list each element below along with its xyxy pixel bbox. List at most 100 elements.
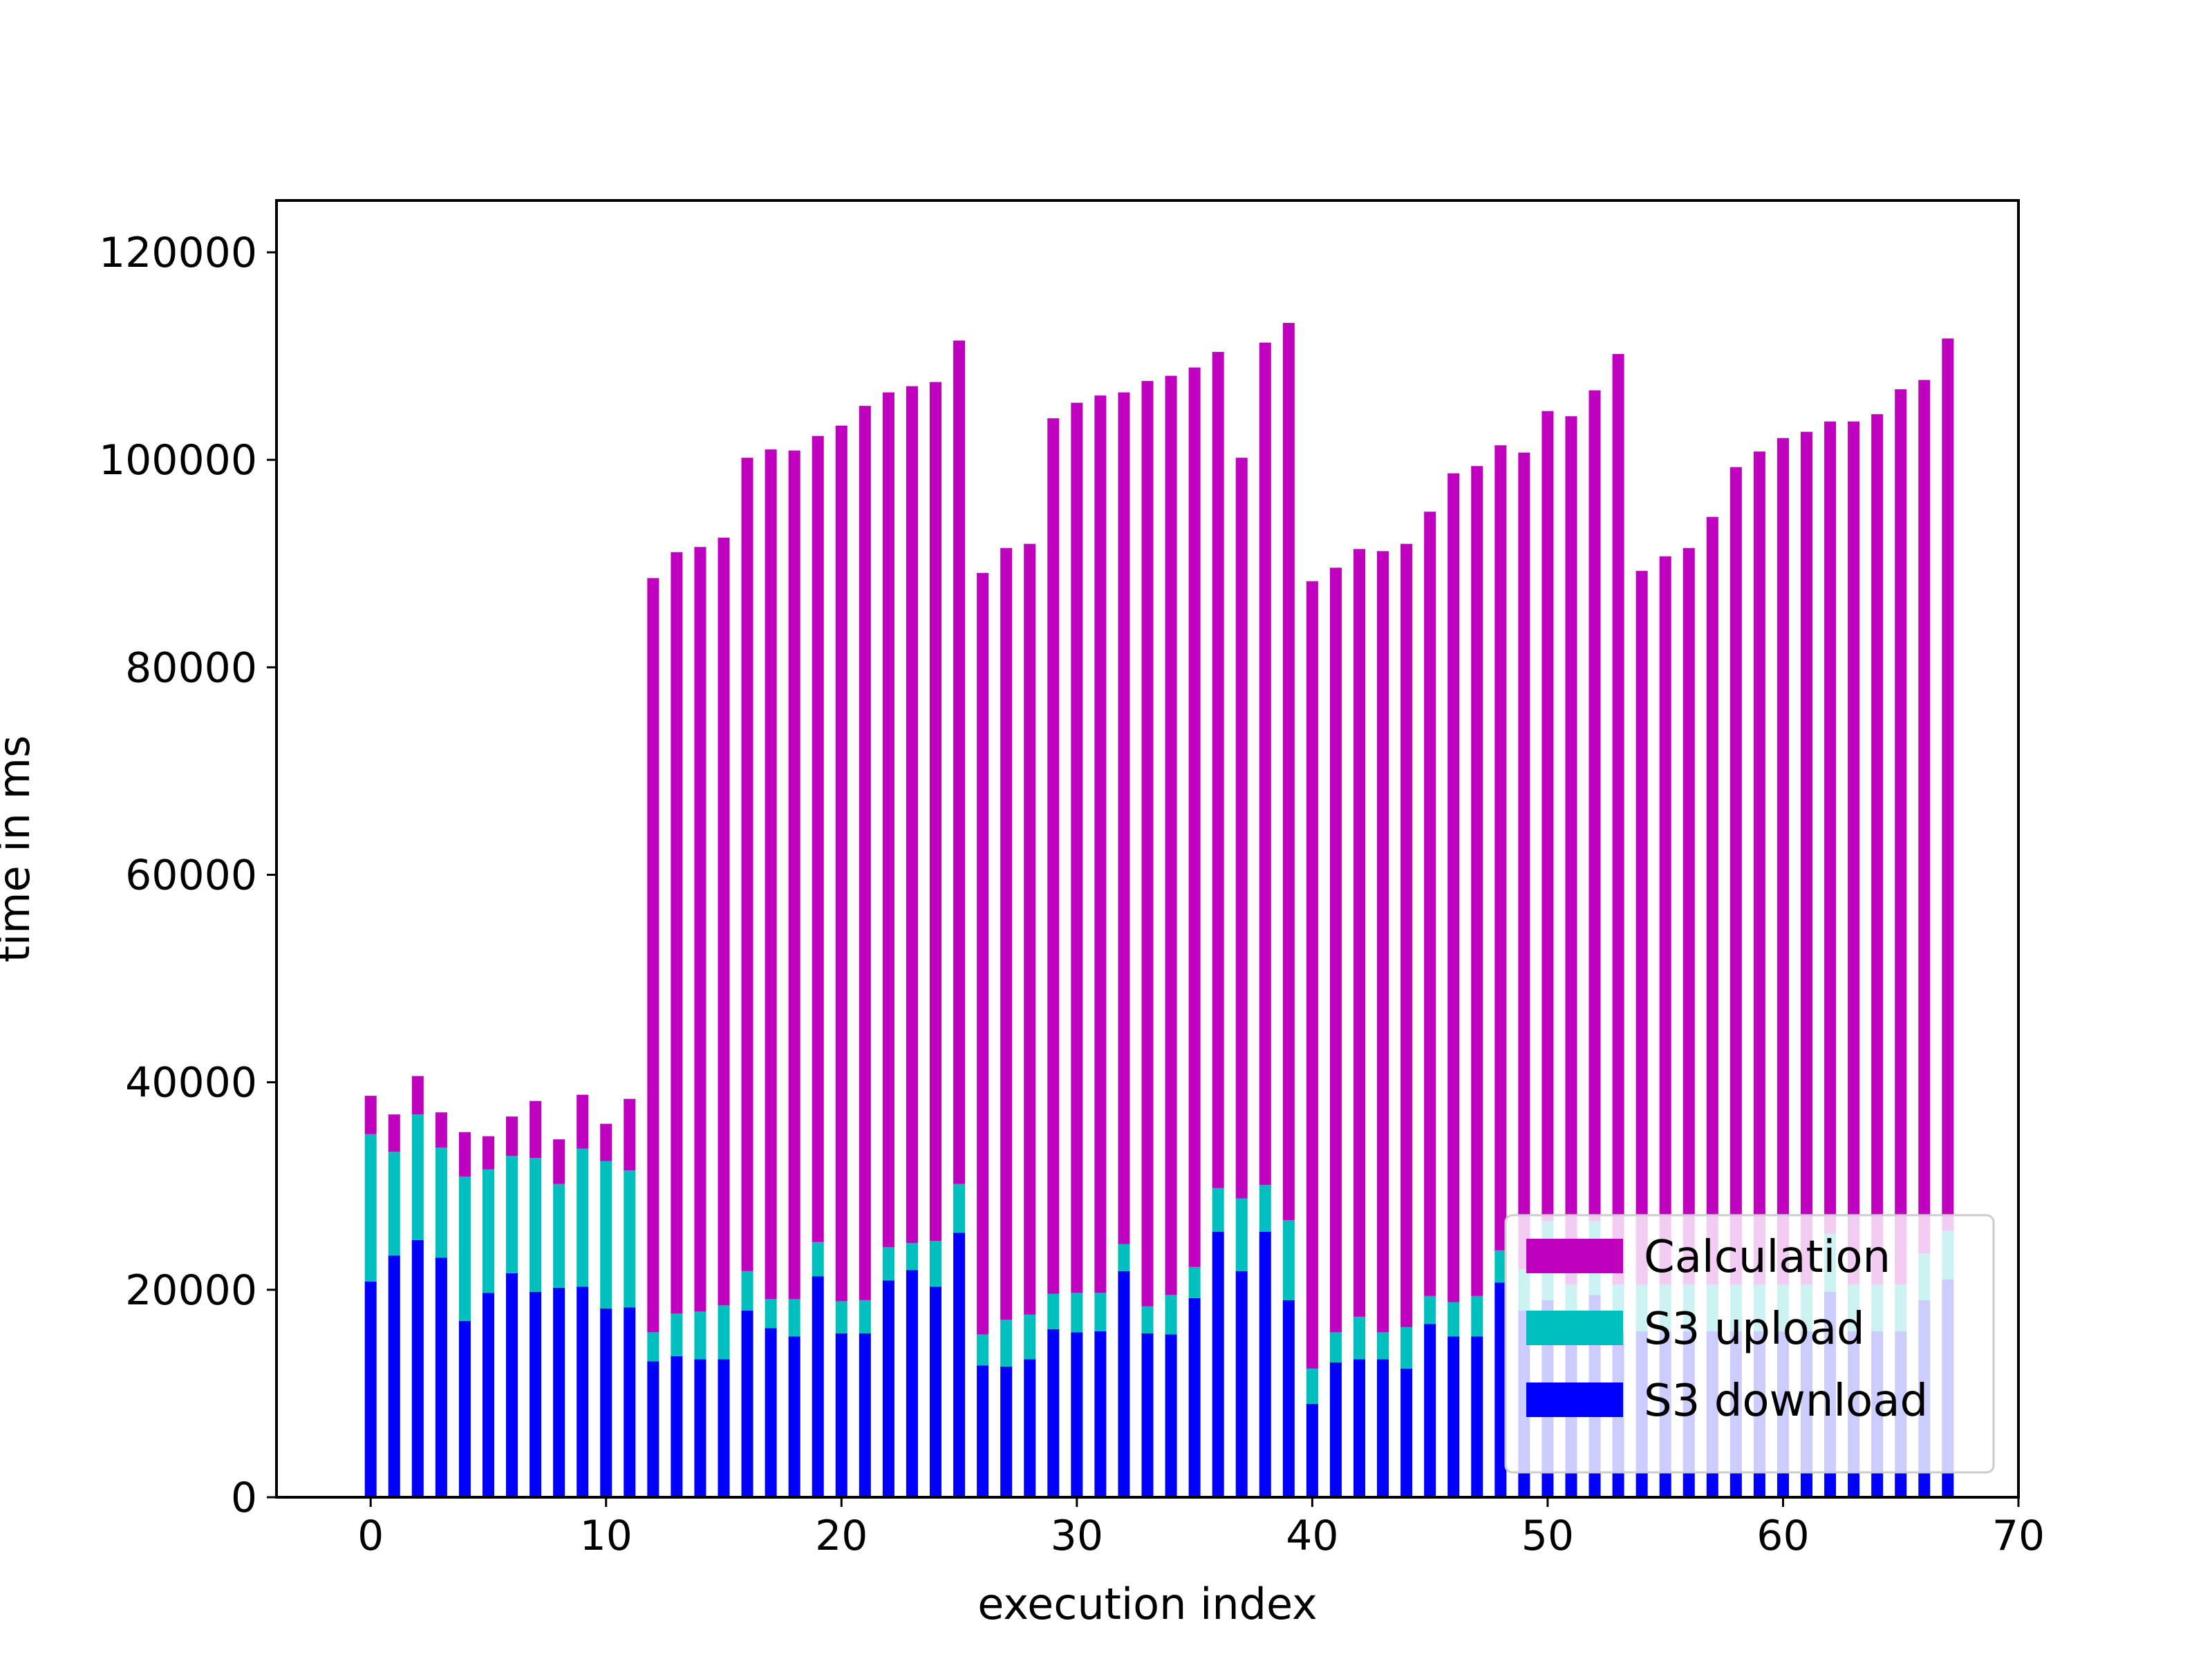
bar-s3-upload-38 — [1259, 1185, 1271, 1232]
bar-s3-upload-30 — [1071, 1293, 1083, 1333]
bar-calculation-44 — [1400, 543, 1413, 1327]
bar-s3-download-4 — [458, 1320, 471, 1497]
bar-calculation-47 — [1471, 466, 1483, 1296]
plot-frame — [275, 199, 2020, 1499]
bar-s3-upload-4 — [458, 1177, 471, 1321]
bar-s3-download-13 — [671, 1356, 683, 1497]
bar-calculation-28 — [1024, 543, 1036, 1315]
bar-calculation-67 — [1942, 338, 1954, 1231]
bar-s3-upload-12 — [647, 1332, 659, 1362]
bar-s3-download-33 — [1141, 1333, 1154, 1497]
bar-s3-download-23 — [906, 1270, 918, 1497]
bar-s3-upload-22 — [882, 1247, 894, 1281]
bar-s3-download-35 — [1188, 1297, 1201, 1497]
bar-s3-download-47 — [1471, 1336, 1483, 1497]
bar-s3-upload-19 — [812, 1241, 824, 1277]
bar-s3-download-27 — [1000, 1366, 1013, 1497]
bar-s3-upload-3 — [435, 1147, 447, 1258]
bar-s3-upload-39 — [1282, 1220, 1295, 1300]
bar-calculation-10 — [600, 1123, 612, 1161]
bar-calculation-4 — [458, 1132, 471, 1177]
bar-calculation-21 — [859, 406, 871, 1300]
bar-calculation-23 — [906, 386, 918, 1244]
bar-s3-download-43 — [1377, 1359, 1389, 1497]
bar-calculation-50 — [1541, 411, 1554, 1221]
bar-s3-upload-37 — [1235, 1198, 1248, 1271]
bar-s3-download-20 — [835, 1333, 847, 1497]
bar-calculation-38 — [1259, 342, 1271, 1185]
bar-calculation-12 — [647, 578, 659, 1333]
bar-s3-upload-36 — [1212, 1188, 1224, 1232]
bar-calculation-46 — [1447, 473, 1460, 1302]
bar-s3-upload-24 — [930, 1241, 942, 1287]
bar-s3-download-31 — [1094, 1331, 1107, 1497]
bar-calculation-51 — [1565, 416, 1577, 1285]
bar-calculation-43 — [1377, 551, 1389, 1333]
bar-calculation-18 — [788, 450, 800, 1300]
bar-s3-download-44 — [1400, 1368, 1413, 1497]
legend-label-s3-upload: S3 upload — [1644, 1304, 1865, 1355]
bar-calculation-13 — [671, 552, 683, 1314]
bar-calculation-54 — [1635, 570, 1648, 1285]
bar-s3-download-7 — [529, 1291, 542, 1497]
bar-s3-upload-33 — [1141, 1306, 1154, 1333]
bar-calculation-65 — [1895, 389, 1907, 1285]
bar-s3-download-6 — [506, 1273, 518, 1497]
bar-s3-download-2 — [411, 1239, 424, 1497]
bar-s3-upload-13 — [671, 1313, 683, 1356]
bar-s3-download-19 — [812, 1276, 824, 1497]
bar-s3-upload-7 — [529, 1158, 542, 1292]
legend-box — [1504, 1214, 1995, 1474]
bar-calculation-31 — [1094, 395, 1107, 1293]
y-tick-label-40000: 40000 — [125, 1059, 257, 1107]
bar-s3-download-8 — [553, 1287, 565, 1497]
bar-calculation-35 — [1188, 367, 1201, 1267]
bar-calculation-60 — [1777, 438, 1789, 1285]
bar-s3-download-21 — [859, 1333, 871, 1497]
bar-calculation-40 — [1306, 581, 1318, 1369]
bar-s3-upload-21 — [859, 1300, 871, 1333]
bar-calculation-29 — [1047, 418, 1060, 1294]
bar-calculation-2 — [411, 1076, 424, 1115]
bar-calculation-66 — [1918, 379, 1931, 1254]
bar-s3-download-17 — [765, 1328, 777, 1497]
bar-s3-upload-32 — [1118, 1244, 1130, 1271]
bar-calculation-48 — [1494, 445, 1507, 1250]
bar-s3-upload-26 — [977, 1334, 989, 1366]
bar-s3-upload-14 — [694, 1311, 706, 1360]
bar-s3-download-18 — [788, 1336, 800, 1497]
bar-s3-upload-11 — [624, 1170, 636, 1308]
bar-calculation-15 — [718, 537, 730, 1306]
bar-s3-upload-8 — [553, 1183, 565, 1288]
bar-calculation-37 — [1235, 458, 1248, 1199]
y-tick-label-60000: 60000 — [125, 852, 257, 900]
x-axis-ticks: 0 10 20 30 40 50 60 70 — [357, 1497, 2045, 1560]
x-tick-label-10: 10 — [580, 1512, 632, 1560]
legend-label-s3-download: S3 download — [1644, 1376, 1928, 1427]
legend-label-calculation: Calculation — [1644, 1232, 1891, 1283]
x-tick-label-50: 50 — [1521, 1512, 1574, 1560]
bar-calculation-17 — [765, 449, 777, 1300]
bar-s3-download-22 — [882, 1280, 894, 1497]
bar-calculation-41 — [1329, 568, 1342, 1333]
bar-s3-upload-2 — [411, 1114, 424, 1240]
x-tick-label-70: 70 — [1992, 1512, 2045, 1560]
bar-s3-upload-17 — [765, 1299, 777, 1329]
bar-calculation-34 — [1165, 375, 1177, 1295]
bar-s3-download-46 — [1447, 1336, 1460, 1497]
bar-s3-download-28 — [1024, 1359, 1036, 1497]
y-tick-label-20000: 20000 — [125, 1266, 257, 1315]
bar-calculation-9 — [577, 1094, 589, 1149]
bar-calculation-64 — [1871, 414, 1884, 1285]
bar-s3-upload-25 — [953, 1183, 966, 1233]
bar-calculation-5 — [482, 1136, 494, 1170]
bar-s3-download-32 — [1118, 1271, 1130, 1497]
bar-calculation-16 — [741, 458, 753, 1271]
bar-s3-download-25 — [953, 1232, 966, 1497]
bar-calculation-27 — [1000, 547, 1013, 1320]
bar-s3-download-24 — [930, 1286, 942, 1497]
bar-calculation-45 — [1424, 512, 1436, 1296]
bar-calculation-36 — [1212, 352, 1224, 1188]
y-tick-label-0: 0 — [231, 1474, 257, 1522]
x-tick-label-60: 60 — [1756, 1512, 1809, 1560]
